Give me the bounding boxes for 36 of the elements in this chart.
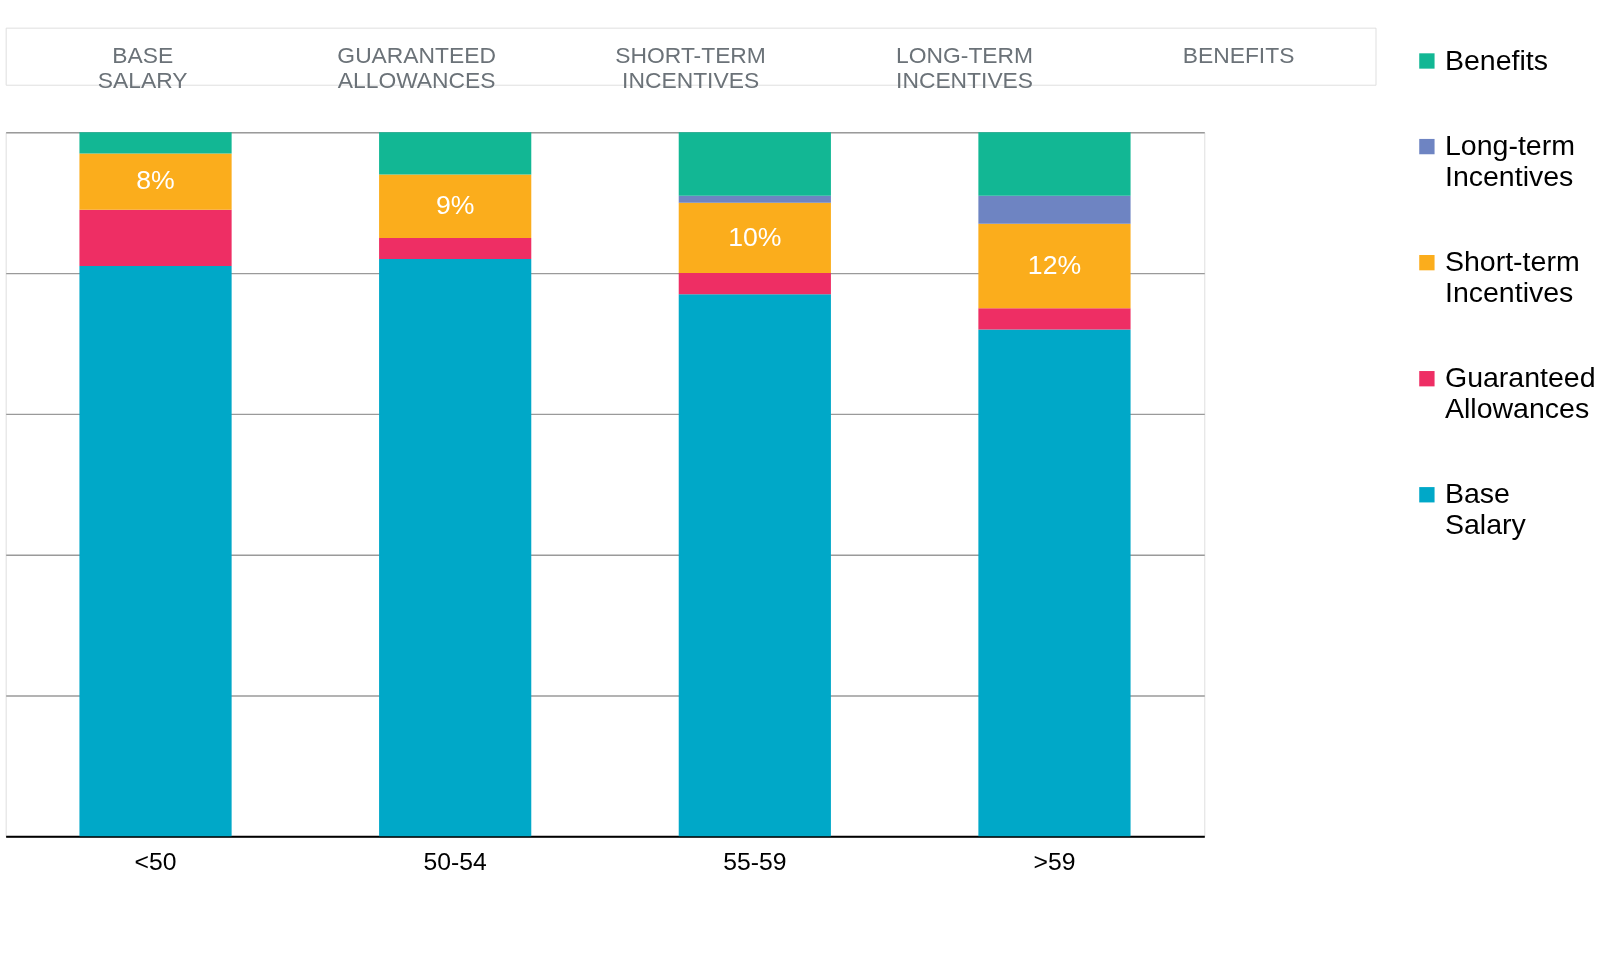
legend-label: Guaranteed Allowances (1444, 361, 1596, 424)
bar (79, 209, 232, 267)
text: BENEFITS (1182, 41, 1295, 68)
bar (978, 308, 1131, 330)
bar (678, 294, 831, 837)
data-label: 12% (1027, 249, 1082, 280)
text: LONG-TERM INCENTIVES (896, 41, 1034, 93)
bar (379, 174, 532, 238)
bar (79, 266, 232, 837)
bar (379, 259, 532, 837)
bar (978, 223, 1131, 309)
bar (678, 132, 831, 196)
bar (79, 132, 232, 154)
x-tick-label: <50 (134, 848, 177, 876)
bar (678, 202, 831, 274)
x-tick-label: 50-54 (423, 848, 488, 876)
bar (978, 132, 1131, 196)
legend-label: Long-term Incentives (1444, 129, 1575, 192)
bar (978, 195, 1131, 224)
bar (978, 329, 1131, 837)
data-label: 9% (435, 189, 475, 220)
legend-label: Short-term Incentives (1444, 245, 1580, 308)
x-tick-label: 55-59 (723, 848, 787, 876)
text: BASE SALARY (97, 41, 188, 93)
data-label: 8% (136, 165, 175, 196)
bar (79, 153, 232, 210)
text: GUARANTEED ALLOWANCES (337, 41, 496, 93)
bar (678, 195, 831, 203)
x-tick-label: >59 (1033, 848, 1076, 876)
legend-label: Base Salary (1444, 477, 1527, 540)
text: SHORT-TERM INCENTIVES (615, 41, 766, 93)
bar (379, 132, 532, 175)
bar (379, 237, 532, 260)
data-label: 10% (728, 221, 782, 252)
bar (678, 273, 831, 295)
legend-label: Benefits (1444, 43, 1549, 76)
